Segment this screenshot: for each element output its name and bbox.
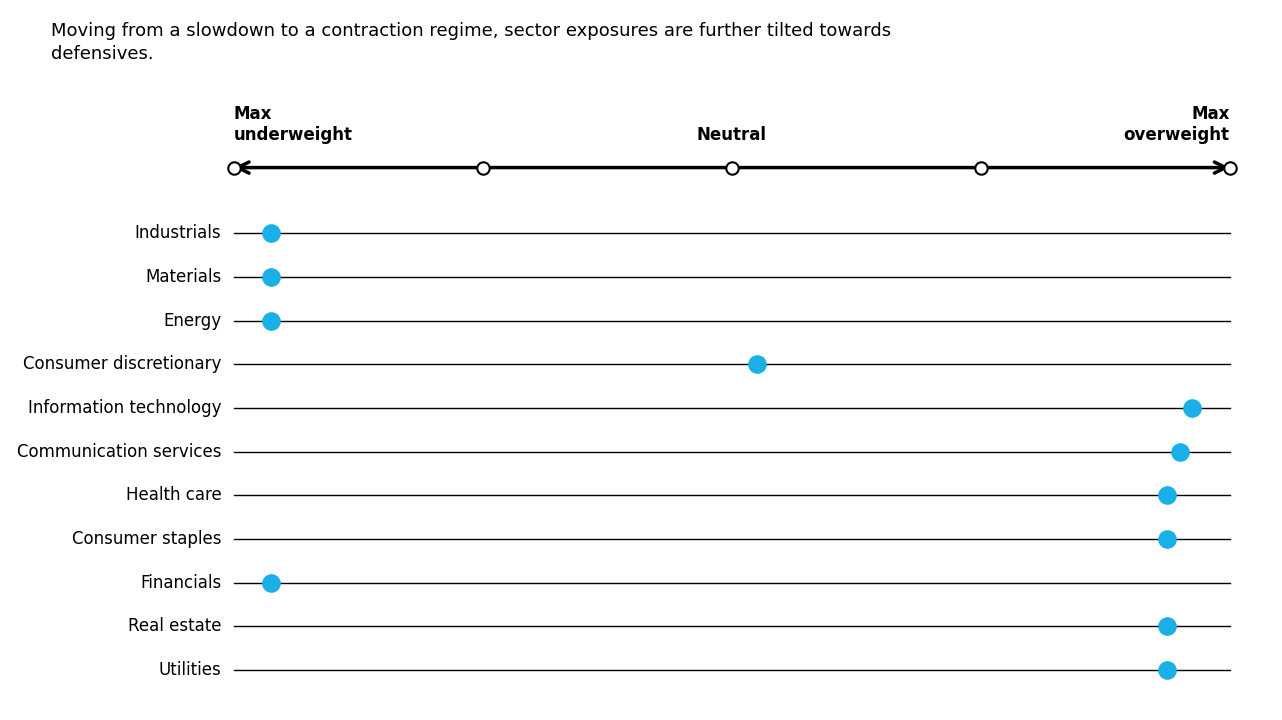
Point — [260, 577, 281, 588]
Text: Energy: Energy — [163, 312, 222, 330]
Point — [1158, 534, 1178, 545]
Point — [1158, 665, 1178, 676]
Text: Max
underweight: Max underweight — [233, 104, 353, 143]
Text: Consumer discretionary: Consumer discretionary — [23, 355, 222, 373]
Text: Industrials: Industrials — [135, 224, 222, 242]
Point — [1158, 490, 1178, 501]
Text: Utilities: Utilities — [159, 661, 222, 679]
Point — [1182, 402, 1203, 414]
Text: Real estate: Real estate — [128, 617, 222, 635]
Point — [223, 162, 244, 174]
Point — [1219, 162, 1240, 174]
Text: Moving from a slowdown to a contraction regime, sector exposures are further til: Moving from a slowdown to a contraction … — [51, 22, 891, 63]
Text: Materials: Materials — [145, 268, 222, 286]
Point — [746, 359, 767, 370]
Point — [473, 162, 494, 174]
Text: Max
overweight: Max overweight — [1123, 104, 1229, 143]
Text: Communication services: Communication services — [17, 443, 222, 461]
Point — [970, 162, 991, 174]
Point — [722, 162, 742, 174]
Point — [260, 228, 281, 239]
Text: Health care: Health care — [126, 486, 222, 504]
Text: Consumer staples: Consumer staples — [72, 530, 222, 548]
Text: Financials: Financials — [140, 574, 222, 592]
Text: Neutral: Neutral — [696, 125, 767, 143]
Point — [260, 315, 281, 326]
Point — [260, 271, 281, 282]
Point — [1158, 621, 1178, 632]
Point — [1169, 446, 1190, 457]
Text: Information technology: Information technology — [28, 399, 222, 417]
